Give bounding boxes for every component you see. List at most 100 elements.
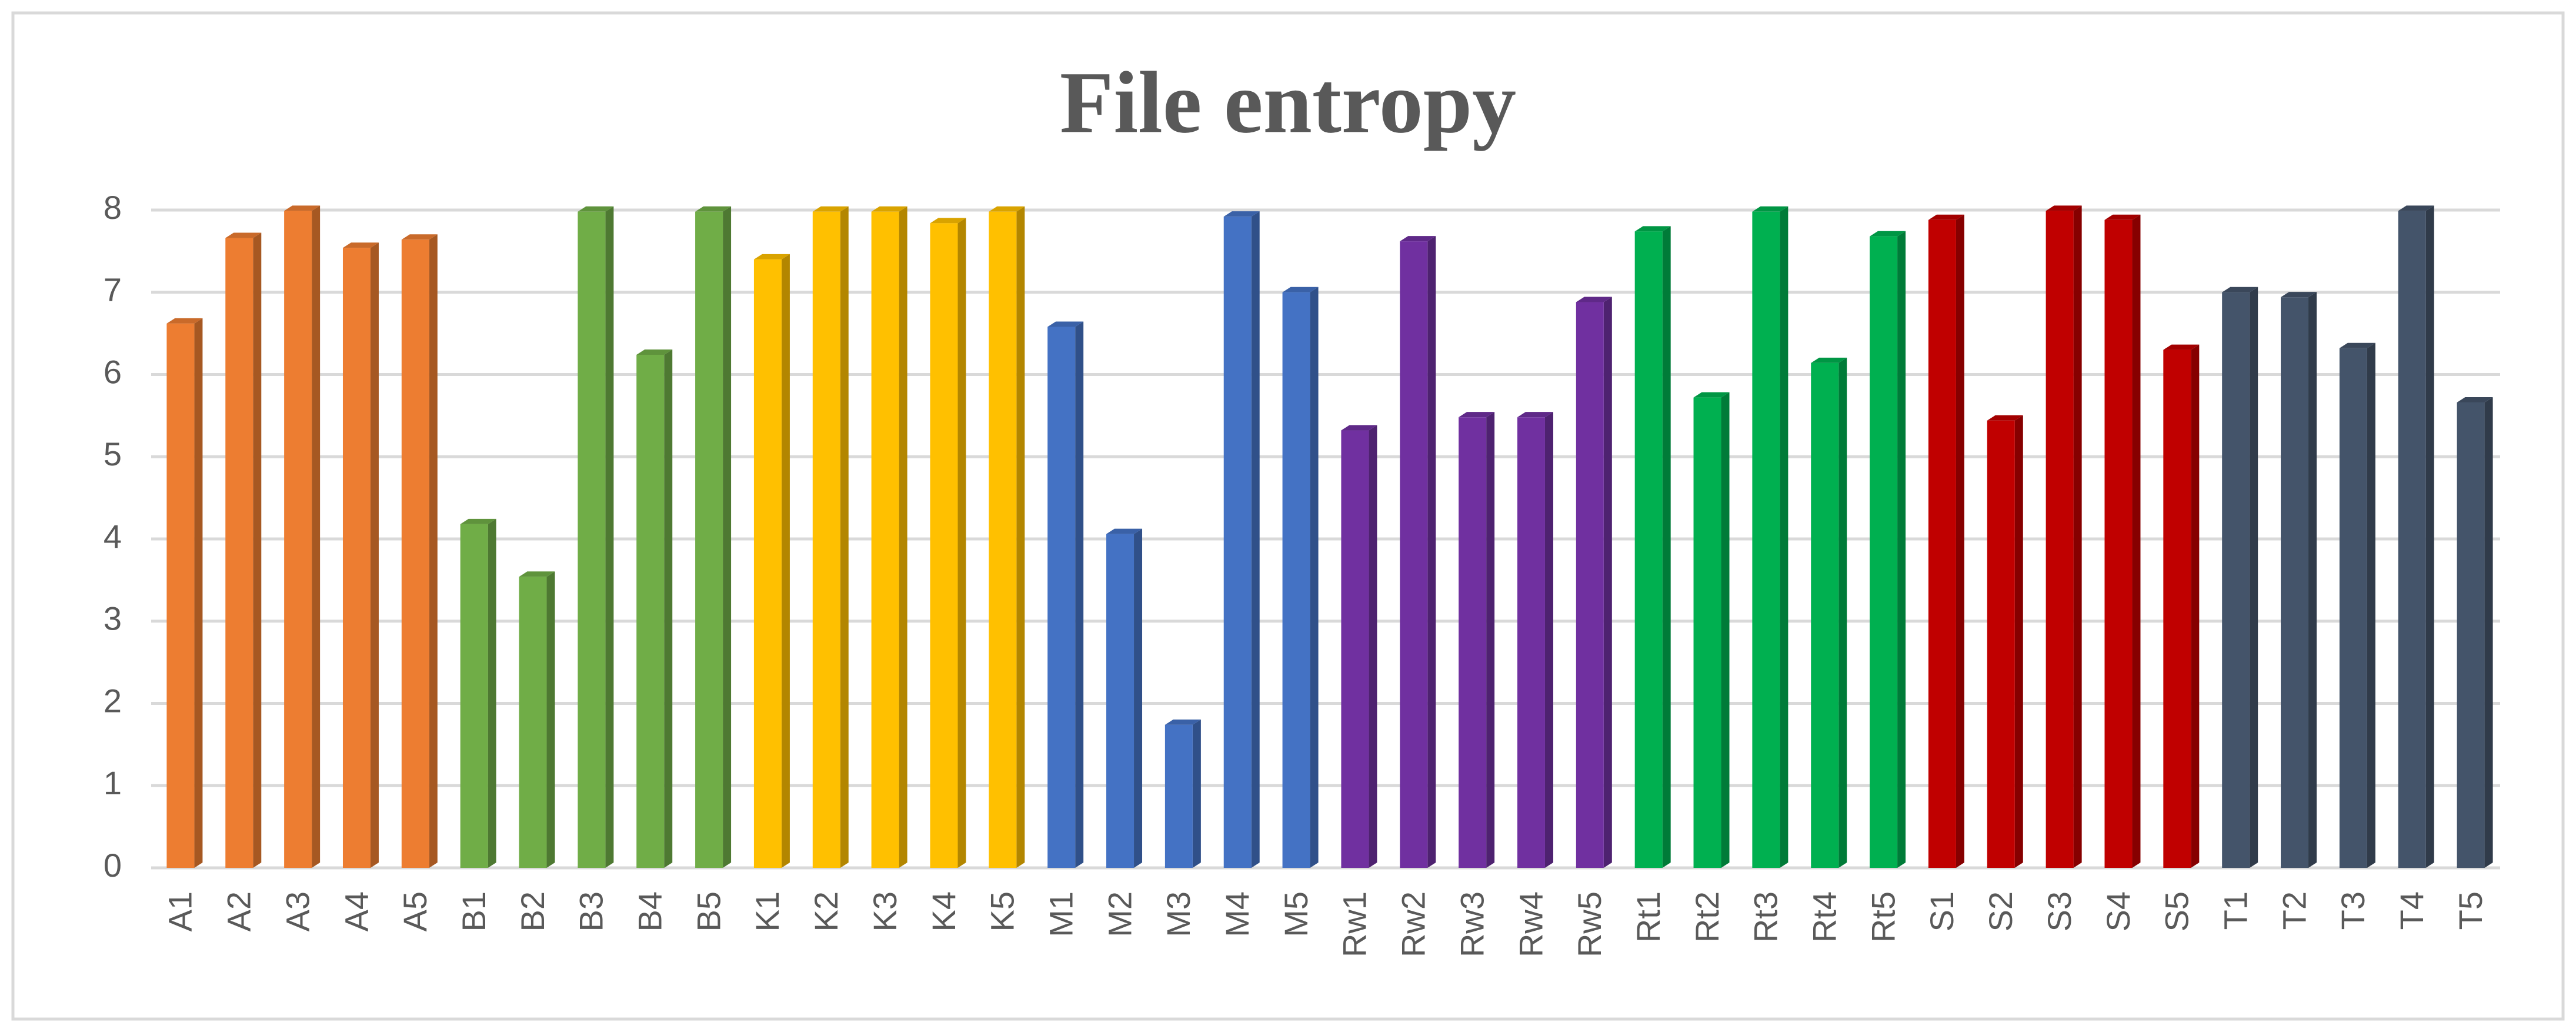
bar <box>342 242 379 868</box>
bar-front <box>1047 327 1076 868</box>
bar-top <box>1811 357 1847 363</box>
bar-top <box>1341 425 1377 431</box>
bar-top <box>1987 415 2023 421</box>
bar-top <box>2163 344 2200 350</box>
bar-top <box>1223 211 1260 217</box>
bar <box>871 206 907 868</box>
x-tick-label: T2 <box>2275 891 2313 930</box>
bar-side <box>1486 412 1495 868</box>
x-tick-label: Rt1 <box>1630 891 1667 943</box>
x-tick-label: A3 <box>279 891 316 932</box>
bar-side <box>1310 287 1319 868</box>
bar-top <box>2046 205 2082 211</box>
x-tick-label: K2 <box>807 891 845 932</box>
bar-top <box>695 206 732 212</box>
bar-side <box>2073 205 2082 868</box>
bar <box>2163 344 2200 868</box>
bar-top <box>1870 231 1906 237</box>
bar <box>1693 392 1730 868</box>
bar-top <box>166 318 203 324</box>
x-tick-label: T1 <box>2217 891 2254 930</box>
bar-top <box>2398 205 2434 211</box>
y-tick-label: 2 <box>104 682 122 719</box>
bar-top <box>2281 292 2317 298</box>
bar <box>2222 287 2258 868</box>
bar-top <box>812 206 849 212</box>
bar <box>1282 287 1319 868</box>
bar-front <box>1341 430 1369 868</box>
bar-front <box>166 323 195 868</box>
bar-front <box>1164 724 1193 868</box>
x-tick-label: T4 <box>2393 891 2430 930</box>
bar <box>1164 719 1201 868</box>
x-tick-label: S1 <box>1923 891 1960 932</box>
x-tick-label: Rt2 <box>1689 891 1726 943</box>
y-tick-label: 3 <box>104 600 122 637</box>
x-tick-label: B1 <box>455 891 492 932</box>
bar-front <box>1517 417 1545 868</box>
x-tick-label: S4 <box>2100 891 2137 932</box>
bar-side <box>1544 412 1553 868</box>
bar-front <box>401 239 429 868</box>
bar-top <box>1282 287 1319 292</box>
bar <box>753 254 790 868</box>
bar-front <box>2222 292 2250 868</box>
x-tick-label: Rt4 <box>1806 891 1843 943</box>
bar-top <box>225 232 262 238</box>
bar-side <box>1192 719 1201 868</box>
bar <box>2398 205 2434 868</box>
x-tick-label: S5 <box>2158 891 2195 932</box>
bar-top <box>2339 342 2375 348</box>
bar-top <box>989 206 1025 212</box>
bar-top <box>1693 392 1730 398</box>
x-tick-label: S3 <box>2041 891 2078 932</box>
bar <box>225 232 262 868</box>
bar <box>1634 226 1671 868</box>
y-tick-label: 1 <box>104 764 122 801</box>
bar-side <box>1838 357 1847 868</box>
bar-top <box>1106 528 1143 534</box>
bar <box>1341 425 1377 868</box>
bar-front <box>225 238 253 868</box>
bar <box>1223 211 1260 868</box>
bar-front <box>1928 219 1956 868</box>
bar <box>1811 357 1847 868</box>
bar-top <box>1928 214 1964 220</box>
bar-side <box>2367 342 2375 868</box>
bar-front <box>460 524 488 868</box>
bar-side <box>1603 297 1612 868</box>
bar-side <box>1721 392 1730 868</box>
bar-front <box>2281 297 2309 868</box>
bar-front <box>871 211 899 868</box>
bar-top <box>2104 214 2141 220</box>
bar <box>284 205 321 868</box>
bar-top <box>1459 412 1495 418</box>
bar-top <box>1517 412 1553 418</box>
bar <box>1928 214 1964 868</box>
bar-front <box>342 248 371 868</box>
bar-side <box>1075 321 1084 868</box>
x-tick-label: Rt3 <box>1747 891 1784 943</box>
x-tick-label: Rw1 <box>1336 891 1373 957</box>
bar-front <box>1459 417 1487 868</box>
x-tick-label: T3 <box>2334 891 2371 930</box>
bar <box>578 206 614 868</box>
bar-front <box>812 211 840 868</box>
bar-side <box>2014 415 2023 868</box>
x-tick-label: M4 <box>1219 891 1256 937</box>
x-tick-label: M1 <box>1042 891 1079 937</box>
bar-front <box>930 223 958 868</box>
bar <box>1870 231 1906 868</box>
x-tick-label: T5 <box>2452 891 2489 930</box>
bar-side <box>2484 397 2493 868</box>
bar-side <box>1662 226 1671 868</box>
x-tick-label: Rt5 <box>1864 891 1901 943</box>
x-tick-label: B3 <box>573 891 610 932</box>
x-tick-label: K5 <box>984 891 1021 932</box>
bar <box>1576 297 1612 868</box>
bar-side <box>957 218 966 868</box>
bar-top <box>342 242 379 248</box>
bar-front <box>1282 292 1310 868</box>
bar <box>460 518 496 868</box>
bar-side <box>723 206 732 868</box>
